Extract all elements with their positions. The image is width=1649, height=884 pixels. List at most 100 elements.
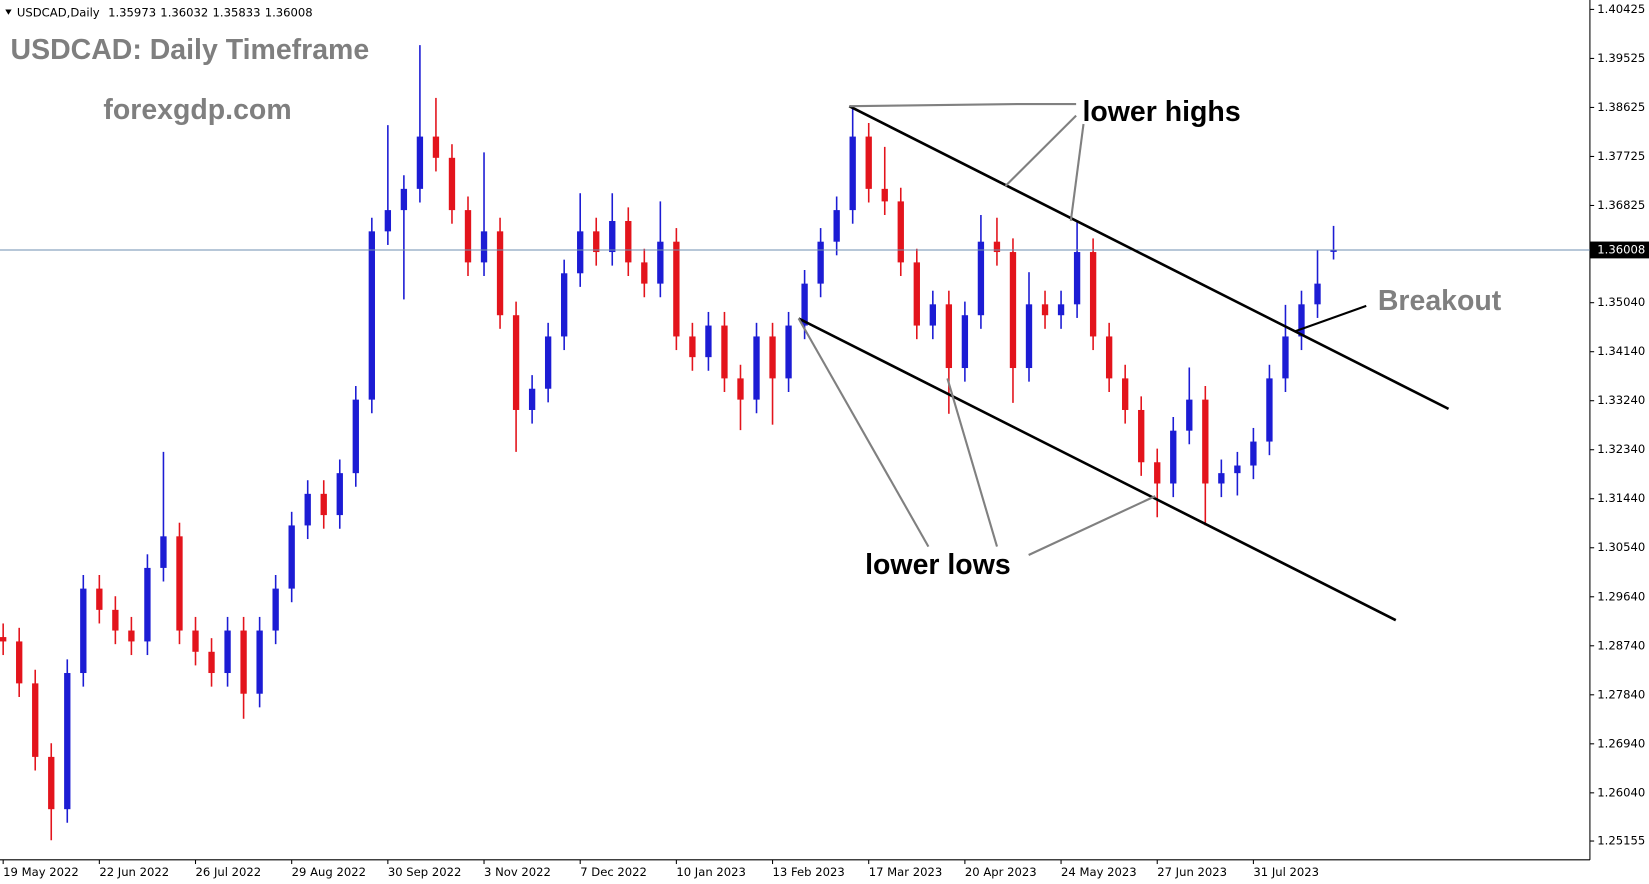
x-tick-label: 29 Aug 2022 — [292, 865, 366, 879]
candle-body — [1025, 304, 1033, 369]
candle-body — [1298, 304, 1305, 337]
candle-body — [544, 336, 552, 389]
candle-body — [929, 304, 936, 326]
candle-body — [993, 241, 1001, 253]
pointers — [797, 103, 1156, 556]
candle-body — [528, 388, 536, 410]
candle-body — [16, 641, 23, 684]
candle-body — [416, 136, 424, 189]
x-tick-label: 13 Feb 2023 — [773, 865, 845, 879]
candle-body — [801, 283, 808, 326]
y-tick-label: 1.36825 — [1597, 198, 1645, 212]
plot-area — [0, 45, 1590, 841]
y-tick-label: 1.30540 — [1597, 540, 1645, 554]
x-tick-label: 17 Mar 2023 — [869, 865, 943, 879]
candle-body — [849, 136, 856, 211]
candle-body — [96, 588, 103, 610]
x-tick-label: 22 Jun 2022 — [99, 865, 169, 879]
x-tick-label: 10 Jan 2023 — [676, 865, 746, 879]
channel — [798, 104, 1450, 622]
candle-body — [945, 304, 953, 369]
y-tick-label: 1.32340 — [1597, 442, 1645, 456]
header-value: 1.35973 — [108, 5, 156, 19]
candle-body — [240, 630, 247, 694]
candle-body — [352, 399, 359, 474]
header-value: 1.36008 — [265, 5, 313, 19]
candle-body — [1202, 399, 1209, 484]
candle-body — [1330, 249, 1337, 252]
candle-body — [256, 630, 263, 694]
candle-body — [1122, 378, 1129, 410]
candle-body — [224, 630, 231, 674]
lower-trendline — [798, 317, 1397, 622]
candle-body — [1250, 441, 1257, 466]
x-tick-label: 31 Jul 2023 — [1253, 865, 1319, 879]
x-tick-label: 7 Dec 2022 — [580, 865, 647, 879]
x-tick-label: 3 Nov 2022 — [484, 865, 551, 879]
price-label-box — [1589, 241, 1649, 259]
pointer — [1295, 304, 1367, 333]
candle-body — [304, 493, 311, 526]
candle-body — [1057, 304, 1065, 316]
candle-body — [641, 262, 648, 284]
candle-body — [1154, 462, 1161, 484]
x-tick-label: 27 Jun 2023 — [1157, 865, 1227, 879]
x-tick-label: 24 May 2023 — [1061, 865, 1137, 879]
candle-body — [432, 136, 440, 158]
candle-body — [1282, 336, 1289, 379]
y-tick-label: 1.28740 — [1597, 638, 1645, 652]
chart-title: USDCAD: Daily Timeframe — [11, 34, 370, 66]
candle-body — [512, 315, 520, 410]
candle-body — [480, 231, 488, 263]
candle-body — [288, 525, 295, 589]
pointer — [849, 103, 1077, 108]
x-tick-label: 20 Apr 2023 — [965, 865, 1037, 879]
candle-body — [881, 188, 888, 202]
y-tick-label: 1.34140 — [1597, 344, 1645, 358]
candle-body — [625, 220, 632, 263]
candle-body — [464, 210, 472, 263]
pointer — [797, 317, 930, 548]
x-tick-label: 19 May 2022 — [3, 865, 79, 879]
candle-body — [593, 231, 600, 253]
candle-body — [817, 241, 824, 284]
candle-body — [1073, 252, 1081, 305]
chart-subtitle: forexgdp.com — [103, 94, 291, 126]
candle-body — [128, 630, 135, 642]
candle-body — [80, 588, 87, 674]
price-label: 1.36008 — [1597, 242, 1645, 256]
y-tick-label: 1.25155 — [1597, 834, 1645, 848]
candle-body — [609, 220, 616, 253]
candle-body — [1218, 473, 1225, 484]
upper-trendline — [848, 104, 1450, 411]
y-tick-label: 1.33240 — [1597, 393, 1645, 407]
candle-body — [368, 231, 375, 400]
candle-body — [176, 536, 183, 631]
candle-body — [1186, 399, 1193, 431]
candle-body — [977, 241, 985, 316]
y-tick-label: 1.29640 — [1597, 589, 1645, 603]
candle-body — [496, 231, 504, 316]
y-tick-label: 1.39525 — [1597, 51, 1645, 65]
candle-body — [865, 136, 872, 189]
x-tick-label: 26 Jul 2022 — [196, 865, 262, 879]
candle-body — [1170, 430, 1177, 484]
candle-body — [336, 473, 343, 516]
candle-body — [737, 378, 744, 400]
pointer — [1028, 495, 1156, 556]
candle-body — [673, 241, 680, 337]
candle-body — [753, 336, 760, 400]
candle-body — [1041, 304, 1049, 316]
candle-body — [144, 567, 151, 642]
y-tick-label: 1.31440 — [1597, 491, 1645, 505]
symbol: USDCAD,Daily — [17, 5, 100, 19]
candle-body — [961, 315, 969, 369]
candle-body — [769, 336, 776, 379]
candle-body — [1314, 283, 1321, 305]
candle-body — [689, 336, 696, 358]
candle-body — [833, 210, 840, 242]
y-tick-label: 1.40425 — [1597, 2, 1645, 16]
